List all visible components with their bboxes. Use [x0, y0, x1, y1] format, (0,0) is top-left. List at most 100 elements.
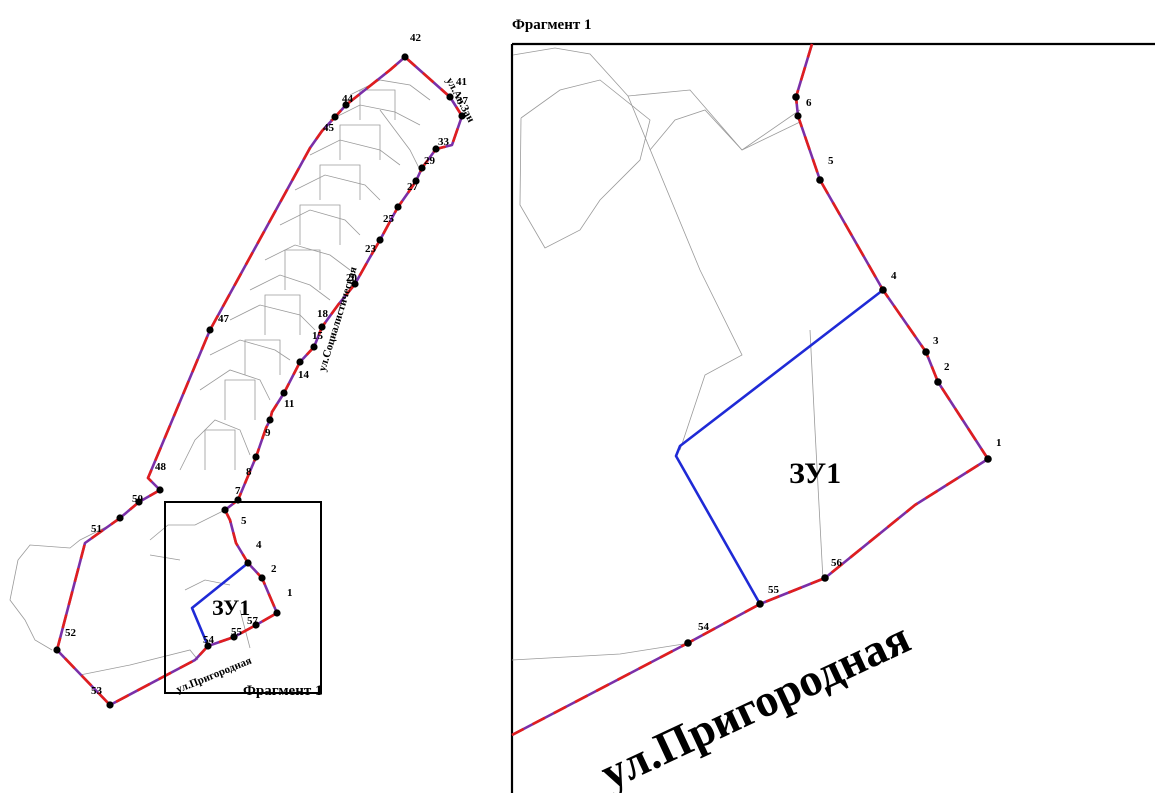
vertex-label: 54 — [203, 634, 215, 646]
vertex-point — [792, 93, 800, 101]
vertex-label: 4 — [891, 270, 897, 282]
vertex-point — [412, 177, 420, 185]
vertex-label: 27 — [407, 181, 419, 193]
vertex-label: 7 — [235, 485, 241, 497]
vertex-point — [394, 203, 402, 211]
vertex-label: 29 — [424, 155, 436, 167]
vertex-point — [206, 326, 214, 334]
overview-plot-label: ЗУ1 — [212, 595, 250, 620]
vertex-label: 18 — [317, 308, 329, 320]
vertex-label: 44 — [342, 93, 354, 105]
vertex-label: 2 — [944, 361, 950, 373]
vertex-label: 5 — [828, 155, 834, 167]
vertex-point — [106, 701, 114, 709]
vertex-label: 1 — [996, 437, 1002, 449]
vertex-label: 45 — [323, 122, 335, 134]
vertex-point — [331, 113, 339, 121]
overview-boundary — [55, 56, 464, 707]
vertex-point — [934, 378, 942, 386]
vertex-label: 57 — [247, 615, 259, 627]
fragment-plot-zu1 — [674, 288, 884, 605]
vertex-point — [401, 53, 409, 61]
vertex-label: 56 — [831, 557, 843, 569]
vertex-label: 9 — [265, 427, 271, 439]
vertex-point — [922, 348, 930, 356]
vertex-label: 48 — [155, 461, 167, 473]
vertex-point — [244, 559, 252, 567]
vertex-label: 51 — [91, 523, 102, 535]
street-label-prigorodnaya-small: ул.Пригородная — [175, 655, 254, 696]
vertex-label: 23 — [365, 243, 377, 255]
vertex-point — [252, 453, 260, 461]
overview-vertices — [53, 53, 466, 709]
vertex-point — [116, 514, 124, 522]
fragment-caption: Фрагмент 1 — [243, 683, 322, 699]
vertex-label: 53 — [91, 685, 103, 697]
street-label-prigorodnaya: ул.Пригородная — [593, 611, 918, 793]
vertex-point — [135, 498, 143, 506]
vertex-point — [230, 633, 238, 641]
vertex-label: 42 — [410, 32, 422, 44]
vertex-label: 2 — [271, 563, 277, 575]
vertex-label: 55 — [231, 626, 243, 638]
vertex-point — [252, 621, 260, 629]
vertex-point — [376, 236, 384, 244]
vertex-point — [351, 280, 359, 288]
vertex-label: 1 — [287, 587, 293, 599]
vertex-point — [432, 145, 440, 153]
vertex-label: 20 — [346, 272, 358, 284]
vertex-point — [310, 343, 318, 351]
vertex-point — [684, 639, 692, 647]
vertex-label: 6 — [806, 97, 812, 109]
vertex-label: 25 — [383, 213, 395, 225]
vertex-point — [879, 286, 887, 294]
vertex-label: 47 — [218, 313, 230, 325]
vertex-label: 14 — [298, 369, 310, 381]
vertex-point — [266, 416, 274, 424]
vertex-point — [446, 93, 454, 101]
fragment-vertices — [684, 93, 992, 647]
vertex-point — [458, 112, 466, 120]
overview-parcels — [9, 79, 431, 676]
vertex-point — [280, 389, 288, 397]
vertex-label: 3 — [933, 335, 939, 347]
vertex-label: 4 — [256, 539, 262, 551]
fragment-parcels — [511, 47, 824, 661]
vertex-label: 8 — [246, 466, 252, 478]
vertex-point — [984, 455, 992, 463]
vertex-label: 55 — [768, 584, 780, 596]
vertex-label: 54 — [698, 621, 710, 633]
vertex-point — [342, 101, 350, 109]
vertex-label: 11 — [284, 398, 294, 410]
vertex-point — [821, 574, 829, 582]
fragment-frame — [164, 501, 322, 694]
fragment-plot-label: ЗУ1 — [789, 457, 841, 490]
vertex-point — [156, 486, 164, 494]
overview-map: 4241374445332927252320181514119875421575… — [9, 32, 477, 709]
vertex-label: 41 — [456, 76, 467, 88]
overview-vertex-labels: 4241374445332927252320181514119875421575… — [65, 32, 469, 697]
vertex-point — [296, 358, 304, 366]
vertex-point — [318, 323, 326, 331]
vertex-point — [794, 112, 802, 120]
vertex-point — [204, 642, 212, 650]
vertex-point — [756, 600, 764, 608]
overview-plot-zu1 — [190, 561, 249, 647]
vertex-label: 37 — [457, 95, 469, 107]
vertex-label: 50 — [132, 493, 144, 505]
vertex-point — [816, 176, 824, 184]
vertex-point — [53, 646, 61, 654]
vertex-point — [273, 609, 281, 617]
fragment-boundary — [511, 43, 990, 737]
vertex-point — [258, 574, 266, 582]
vertex-label: 52 — [65, 627, 77, 639]
fragment-title: Фрагмент 1 — [512, 17, 591, 33]
vertex-label: 33 — [438, 136, 450, 148]
vertex-label: 15 — [312, 330, 324, 342]
vertex-point — [418, 164, 426, 172]
vertex-label: 5 — [241, 515, 247, 527]
vertex-point — [234, 496, 242, 504]
